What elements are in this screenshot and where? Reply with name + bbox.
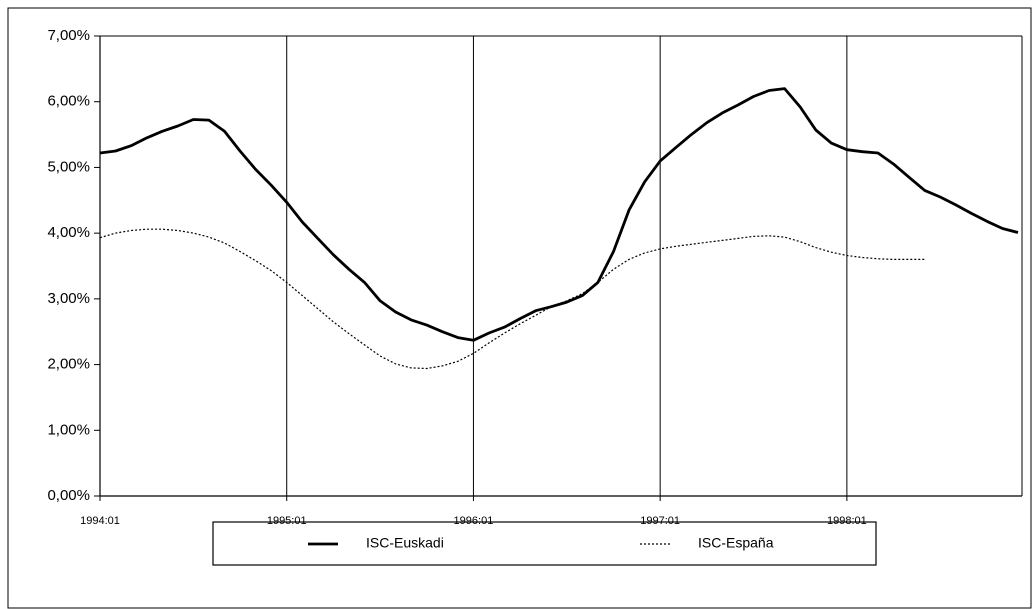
y-tick-label: 3,00%: [47, 290, 90, 307]
x-tick-label: 1998:01: [827, 515, 867, 527]
y-tick-label: 0,00%: [47, 487, 90, 504]
legend-label: ISC-España: [698, 535, 774, 551]
y-tick-label: 6,00%: [47, 93, 90, 110]
x-tick-label: 1997:01: [640, 515, 680, 527]
y-tick-label: 7,00%: [47, 27, 90, 44]
y-tick-label: 2,00%: [47, 356, 90, 373]
x-tick-label: 1994:01: [80, 515, 120, 527]
y-tick-label: 5,00%: [47, 158, 90, 175]
series-line: [99, 228, 925, 370]
series-line: [99, 87, 1019, 342]
x-tick-label: 1995:01: [267, 515, 307, 527]
y-tick-label: 1,00%: [47, 421, 90, 438]
legend-box: [212, 521, 877, 566]
chart-border: [7, 7, 1032, 609]
x-tick-label: 1996:01: [454, 515, 494, 527]
legend-label: ISC-Euskadi: [366, 535, 444, 551]
y-tick-label: 4,00%: [47, 224, 90, 241]
